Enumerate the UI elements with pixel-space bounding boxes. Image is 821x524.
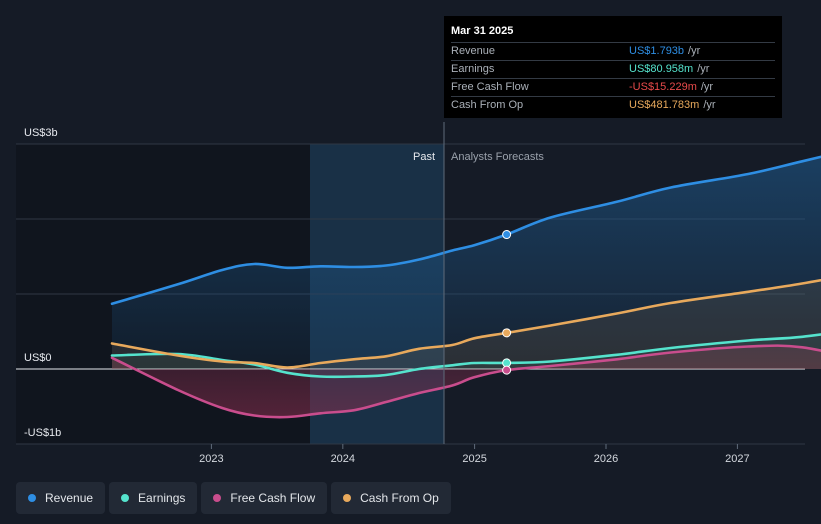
tooltip-value: US$481.783m — [629, 99, 700, 111]
x-tick-label: 2027 — [725, 453, 749, 465]
past-label: Past — [413, 151, 435, 163]
marker-free-cash-flow — [502, 365, 512, 375]
series-line-free-cash-flow — [110, 344, 821, 419]
hover-markers — [502, 230, 512, 375]
tooltip-row-fcf: Free Cash Flow -US$15.229m /yr — [451, 78, 775, 96]
series-lines — [110, 155, 821, 419]
legend-label: Free Cash Flow — [230, 491, 316, 505]
tooltip: Mar 31 2025 Revenue US$1.793b /yr Earnin… — [444, 16, 782, 118]
series-line-cash-from-op — [110, 278, 821, 369]
tooltip-date: Mar 31 2025 — [451, 25, 514, 37]
tooltip-label: Cash From Op — [451, 99, 524, 111]
area-revenue — [112, 156, 821, 369]
earnings-dot-icon — [121, 494, 130, 502]
area-cash-from-op — [112, 280, 821, 369]
tooltip-value: -US$15.229m — [629, 81, 697, 93]
series-line-revenue — [110, 155, 821, 306]
free-cash-flow-dot-icon — [213, 494, 222, 502]
legend-label: Revenue — [45, 491, 94, 505]
tooltip-unit: /yr — [703, 99, 716, 111]
marker-cash-from-op — [502, 328, 512, 338]
legend-item-earnings[interactable]: Earnings — [109, 482, 198, 514]
tooltip-row-cfo: Cash From Op US$481.783m /yr — [451, 96, 775, 114]
tooltip-unit: /yr — [700, 81, 714, 93]
y-label-bottom: -US$1b — [24, 427, 61, 439]
area-free-cash-flow — [112, 345, 821, 418]
y-label-top: US$3b — [24, 127, 58, 139]
tooltip-label: Revenue — [451, 45, 496, 57]
x-axis-ticks: 2023 2024 2025 2026 2027 — [199, 444, 750, 465]
tooltip-label: Earnings — [451, 63, 495, 75]
x-tick-label: 2026 — [594, 453, 618, 465]
tooltip-value: US$80.958m — [629, 63, 694, 75]
legend: Revenue Earnings Free Cash Flow Cash Fro… — [16, 482, 451, 514]
y-label-zero: US$0 — [24, 352, 52, 364]
cash-from-op-dot-icon — [343, 494, 352, 502]
marker-revenue — [502, 230, 512, 240]
x-tick-label: 2025 — [462, 453, 486, 465]
tooltip-row-earnings: Earnings US$80.958m /yr — [451, 60, 775, 78]
tooltip-label: Free Cash Flow — [451, 81, 529, 93]
x-tick-label: 2024 — [331, 453, 355, 465]
tooltip-unit: /yr — [688, 45, 701, 57]
legend-item-free-cash-flow[interactable]: Free Cash Flow — [201, 482, 328, 514]
legend-item-revenue[interactable]: Revenue — [16, 482, 106, 514]
revenue-dot-icon — [28, 494, 36, 502]
legend-item-cash-from-op[interactable]: Cash From Op — [331, 482, 451, 514]
legend-label: Earnings — [138, 491, 186, 505]
tooltip-row-revenue: Revenue US$1.793b /yr — [451, 42, 775, 60]
forecast-label: Analysts Forecasts — [451, 151, 544, 163]
x-tick-label: 2023 — [199, 453, 223, 465]
tooltip-value: US$1.793b — [629, 45, 685, 57]
tooltip-unit: /yr — [697, 63, 710, 75]
series-areas — [112, 156, 821, 418]
legend-label: Cash From Op — [360, 491, 439, 505]
